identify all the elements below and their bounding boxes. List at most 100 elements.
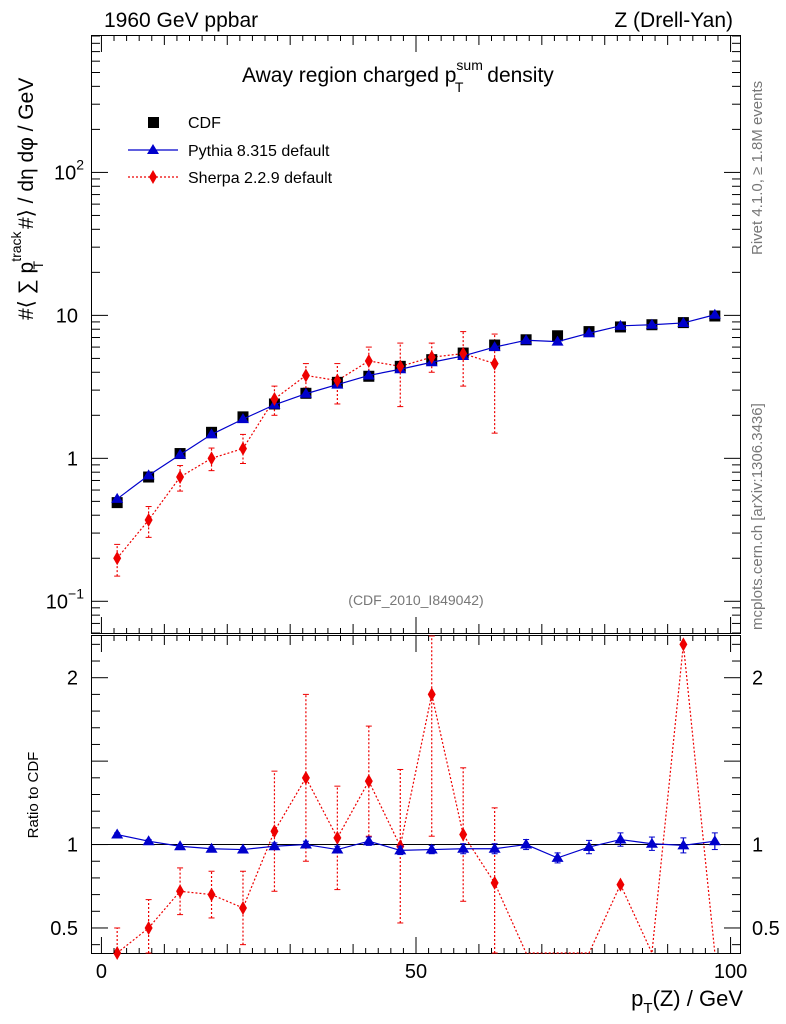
- pythia-data-point: [583, 327, 596, 338]
- pythia-ratio-point: [614, 833, 627, 844]
- ratio-panel-frame: [91, 635, 741, 954]
- sherpa-data-point: [207, 451, 216, 466]
- main-panel-frame: [91, 35, 741, 634]
- legend-pythia-label: Pythia 8.315 default: [188, 143, 330, 160]
- pythia-ratio-point: [111, 828, 124, 839]
- x-axis-label: pT(Z) / GeV: [631, 986, 743, 1017]
- ratio-axes: 0.5 0.5 1 1 2 2: [50, 643, 780, 946]
- sherpa-ratio-point: [616, 877, 625, 892]
- pythia-data-point: [111, 492, 124, 503]
- pythia-data-point: [708, 308, 721, 319]
- ratio-y-tick-label-right: 2: [752, 668, 763, 690]
- sherpa-data-point: [113, 551, 122, 566]
- main-y-tick-label: 10−1: [46, 585, 84, 613]
- process-label: Z (Drell-Yan): [614, 9, 733, 32]
- pythia-ratio-line: [117, 833, 715, 859]
- ylabel-sup: track: [8, 230, 24, 261]
- sherpa-data-point: [301, 368, 310, 383]
- main-y-tick-exponent: −1: [68, 585, 84, 601]
- pythia-ratio-point: [457, 842, 470, 853]
- sherpa-data-point: [459, 346, 468, 361]
- legend-cdf-label: CDF: [188, 115, 221, 132]
- main-y-tick-base: 10: [54, 162, 76, 184]
- ratio-y-tick-label: 2: [67, 668, 78, 690]
- ylabel-pre: #⟨ ∑ p: [15, 262, 38, 320]
- pythia-ratio-point: [551, 851, 564, 862]
- title-suffix: density: [481, 64, 554, 87]
- legend: CDF Pythia 8.315 default Sherpa 2.2.9 de…: [128, 115, 333, 187]
- pythia-ratio-point: [362, 835, 375, 846]
- pythia-ratio-point: [645, 837, 658, 848]
- ratio-y-tick-label-right: 1: [752, 835, 763, 857]
- pythia-data-point: [362, 369, 375, 380]
- pythia-ratio-point: [331, 843, 344, 854]
- pythia-line: [116, 314, 715, 500]
- sherpa-data-point: [144, 513, 153, 528]
- pythia-ratio-point: [488, 842, 501, 853]
- pythia-data-point: [205, 428, 218, 439]
- pythia-data-point: [677, 316, 690, 327]
- pythia-data-point: [299, 387, 312, 398]
- pythia-data-point: [488, 341, 501, 352]
- sherpa-ratio-point: [144, 920, 153, 935]
- sherpa-ratio-point: [176, 884, 185, 899]
- pythia-ratio-point: [236, 843, 249, 854]
- pythia-ratio-point: [394, 844, 407, 855]
- sherpa-data-point: [364, 353, 373, 368]
- sherpa-data-point: [396, 359, 405, 374]
- pythia-data-point: [236, 413, 249, 424]
- main-y-tick-label: 102: [54, 156, 84, 184]
- sherpa-ratio-point: [301, 770, 310, 785]
- sherpa-ratio-point: [238, 900, 247, 915]
- sherpa-ratio-point: [270, 824, 279, 839]
- pythia-data-point: [614, 319, 627, 330]
- legend-pythia-marker: [147, 144, 159, 154]
- pythia-ratio-point: [205, 842, 218, 853]
- ylabel-post: #⟩ / dη dφ / GeV: [15, 78, 38, 235]
- ratio-y-tick-label-right: 0.5: [752, 918, 780, 940]
- rivet-version-label: Rivet 4.1.0, ≥ 1.8M events: [749, 81, 766, 255]
- legend-cdf-marker: [148, 117, 159, 128]
- pythia-ratio-point: [268, 840, 281, 851]
- pythia-ratio-point: [583, 841, 596, 852]
- mcplots-reference-label: mcplots.cern.ch [arXiv:1306.3436]: [749, 403, 766, 630]
- pythia-ratio-point: [174, 840, 187, 851]
- sherpa-ratio-point: [459, 827, 468, 842]
- legend-sherpa-marker: [149, 170, 157, 184]
- analysis-id-label: (CDF_2010_I849042): [348, 592, 483, 608]
- pythia-ratio-point: [425, 843, 438, 854]
- x-tick-label: 0: [96, 961, 107, 983]
- sherpa-data-point: [176, 470, 185, 485]
- main-data-marks: [111, 308, 721, 577]
- x-tick-label: 100: [714, 961, 747, 983]
- sherpa-ratio-point: [333, 830, 342, 845]
- main-y-tick-base: 10: [46, 591, 68, 613]
- energy-label: 1960 GeV ppbar: [104, 9, 258, 32]
- ylabel-sub: T: [30, 260, 46, 269]
- pythia-ratio-point: [520, 838, 533, 849]
- pythia-ratio-point: [708, 835, 721, 846]
- ratio-y-tick-label: 1: [67, 835, 78, 857]
- x-axis-ticks: 0 50 100: [96, 36, 747, 983]
- main-y-axis-label: #⟨ ∑ ptrack T #⟩ / dη dφ / GeV: [8, 78, 46, 320]
- legend-sherpa-label: Sherpa 2.2.9 default: [188, 170, 333, 187]
- sherpa-data-point: [270, 392, 279, 407]
- sherpa-data-point: [238, 441, 247, 456]
- xlabel-post: (Z) / GeV: [653, 986, 744, 1011]
- pythia-data-point: [174, 448, 187, 459]
- sherpa-line: [116, 353, 495, 559]
- sherpa-ratio-point: [427, 687, 436, 702]
- main-y-tick-label: 1: [67, 448, 78, 470]
- pythia-data-point: [551, 335, 564, 346]
- ratio-y-axis-label: Ratio to CDF: [25, 752, 42, 839]
- main-y-tick-label: 10: [56, 305, 78, 327]
- main-y-tick-exponent: 2: [76, 156, 84, 172]
- pythia-ratio-point: [142, 835, 155, 846]
- pythia-ratio-point: [299, 838, 312, 849]
- pythia-data-point: [645, 318, 658, 329]
- sherpa-ratio-point: [207, 887, 216, 902]
- sherpa-ratio-point: [113, 946, 122, 960]
- pythia-data-point: [142, 469, 155, 480]
